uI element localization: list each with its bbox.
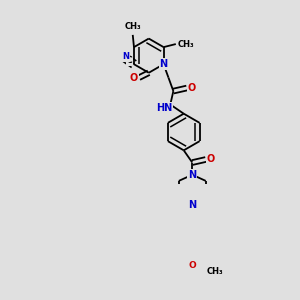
Text: HN: HN [156,103,172,112]
Text: CH₃: CH₃ [178,40,194,49]
Text: O: O [206,154,215,164]
Text: N: N [122,52,129,62]
Text: N: N [188,200,196,210]
Text: O: O [188,83,196,93]
Text: CH₃: CH₃ [124,22,141,31]
Text: N: N [188,170,196,180]
Text: N: N [160,59,168,69]
Text: O: O [130,73,138,83]
Text: C: C [127,56,133,65]
Text: O: O [188,261,196,270]
Text: CH₃: CH₃ [206,267,223,276]
